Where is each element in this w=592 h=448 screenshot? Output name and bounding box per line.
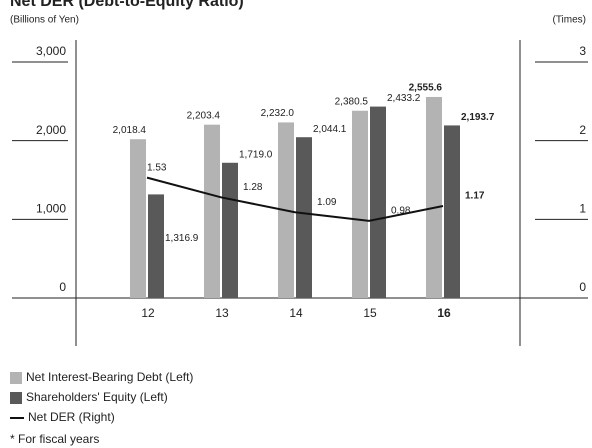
value-label: 2,433.2 — [387, 93, 421, 104]
y2-axis-label: (Times) — [552, 15, 586, 26]
bar — [222, 162, 238, 298]
legend-swatch — [10, 392, 22, 404]
y-tick-label: 3,000 — [36, 44, 66, 58]
bar — [370, 106, 386, 299]
bar — [444, 125, 460, 299]
y-tick-label: 0 — [59, 280, 66, 294]
value-label: 2,555.6 — [409, 83, 443, 94]
y-tick-label: 1,000 — [36, 202, 66, 216]
value-label: 1.09 — [317, 197, 337, 208]
value-label: 1.53 — [147, 162, 167, 173]
x-tick-label: 15 — [363, 306, 377, 320]
legend-label: Net DER (Right) — [28, 410, 115, 424]
value-label: 0.98 — [391, 206, 411, 217]
bar — [204, 124, 220, 298]
value-label: 2,203.4 — [187, 110, 221, 121]
x-tick-label: 12 — [141, 306, 155, 320]
bar — [352, 110, 368, 298]
value-label: 2,232.0 — [261, 108, 295, 119]
line — [146, 176, 444, 222]
value-label: 1,719.0 — [239, 149, 273, 160]
legend-label: Net Interest-Bearing Debt (Left) — [26, 370, 193, 384]
bar — [148, 194, 164, 298]
value-label: 2,380.5 — [335, 96, 369, 107]
legend-swatch — [10, 372, 22, 384]
footnote: * For fiscal years — [10, 432, 99, 446]
value-label: 2,018.4 — [113, 125, 147, 136]
y2-tick-label: 0 — [579, 280, 586, 294]
y2-tick-label: 2 — [579, 123, 586, 137]
y2-tick-label: 3 — [579, 44, 586, 58]
x-tick-label: 16 — [437, 306, 451, 320]
y2-tick-label: 1 — [579, 202, 586, 216]
legend-label: Shareholders' Equity (Left) — [26, 390, 168, 404]
y-tick-label: 2,000 — [36, 123, 66, 137]
chart-title: Net DER (Debt-to-Equity Ratio) — [10, 0, 244, 10]
x-tick-label: 13 — [215, 306, 229, 320]
bar — [426, 96, 442, 298]
value-label: 1.28 — [243, 182, 263, 193]
value-label: 1.17 — [465, 191, 485, 202]
value-label: 1,316.9 — [165, 233, 199, 244]
bar — [130, 139, 146, 298]
x-tick-label: 14 — [289, 306, 303, 320]
value-label: 2,193.7 — [461, 112, 495, 123]
value-label: 2,044.1 — [313, 124, 347, 135]
y-axis-label: (Billions of Yen) — [10, 15, 79, 26]
bar — [296, 137, 312, 298]
